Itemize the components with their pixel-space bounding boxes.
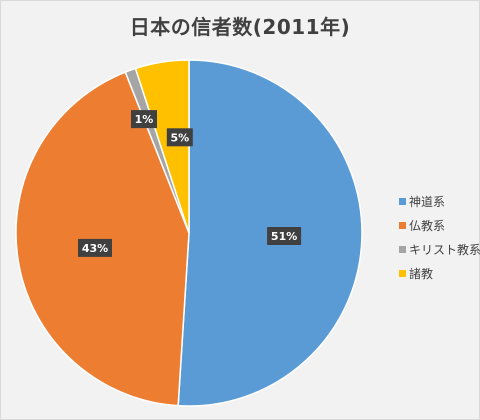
data-label-other: 5% [166, 128, 193, 147]
data-label-text: 5% [170, 131, 189, 144]
data-label-buddhism: 43% [78, 238, 112, 257]
pie-slice-other [134, 59, 190, 234]
legend-label: キリスト教系 [409, 242, 480, 257]
legend-swatch [399, 221, 406, 229]
data-label-box [166, 128, 193, 147]
data-label-box [78, 238, 112, 257]
legend-swatch [399, 245, 406, 253]
legend-label: 神道系 [409, 194, 446, 209]
data-label-christianity: 1% [131, 110, 157, 129]
legend-swatch [399, 197, 406, 205]
chart-legend: 神道系仏教系キリスト教系 諸教 [399, 189, 480, 285]
data-label-shinto: 51% [267, 227, 302, 245]
legend-item-shinto: 神道系 [399, 189, 480, 213]
data-label-text: 43% [82, 242, 108, 255]
data-label-text: 1% [135, 113, 154, 126]
legend-item-buddhism: 仏教系 [399, 213, 480, 237]
legend-label: 諸教 [409, 266, 434, 281]
legend-label: 仏教系 [409, 218, 446, 233]
chart-title: 日本の信者数(2011年) [129, 15, 351, 39]
data-label-text: 51% [271, 230, 297, 243]
legend-item-christianity: キリスト教系 [399, 237, 480, 261]
legend-item-other: 諸教 [399, 261, 480, 285]
data-label-box [131, 110, 157, 129]
data-label-box [267, 227, 302, 245]
legend-swatch [399, 269, 406, 277]
